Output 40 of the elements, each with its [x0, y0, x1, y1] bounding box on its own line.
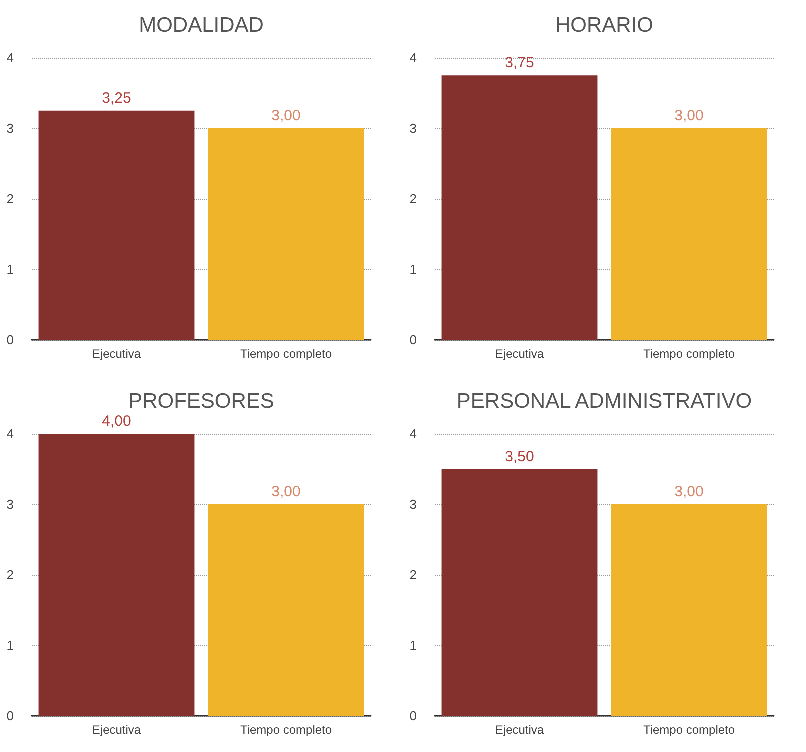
y-tick-label: 0 [6, 332, 14, 348]
y-tick-label: 2 [410, 568, 417, 582]
data-label: 3,00 [674, 108, 704, 124]
x-tick-label: Tiempo completo [643, 723, 736, 737]
y-tick-label: 3 [6, 121, 14, 136]
y-tick-label: 1 [6, 262, 14, 277]
y-tick-label: 4 [6, 50, 14, 66]
y-tick-label: 4 [410, 50, 417, 66]
y-tick-label: 1 [410, 262, 417, 277]
x-tick-label: Tiempo completo [643, 347, 736, 361]
x-tick-label: Ejecutiva [495, 723, 544, 737]
y-tick-label: 2 [410, 192, 417, 206]
data-label: 3,00 [272, 484, 301, 500]
chart-title: PROFESORES [128, 390, 274, 413]
x-tick-label: Ejecutiva [92, 347, 142, 361]
data-label: 3,00 [272, 108, 301, 124]
y-tick-label: 4 [6, 426, 14, 442]
x-tick-label: Ejecutiva [495, 347, 544, 361]
y-tick-label: 1 [410, 638, 417, 653]
y-tick-label: 3 [410, 121, 417, 136]
y-tick-label: 3 [6, 497, 14, 512]
chart-title: PERSONAL ADMINISTRATIVO [456, 390, 752, 413]
y-tick-label: 0 [410, 332, 417, 348]
chart-title: HORARIO [555, 14, 654, 37]
y-tick-label: 3 [410, 497, 417, 512]
y-tick-label: 0 [6, 708, 14, 724]
x-tick-label: Tiempo completo [240, 723, 332, 737]
y-tick-label: 2 [6, 192, 14, 206]
data-label: 3,00 [674, 484, 704, 500]
y-tick-label: 4 [410, 426, 417, 442]
y-tick-label: 2 [6, 568, 14, 582]
y-tick-label: 0 [410, 708, 417, 724]
data-label: 3,50 [505, 448, 534, 466]
x-tick-label: Tiempo completo [240, 347, 332, 361]
x-tick-label: Ejecutiva [92, 723, 142, 737]
data-label: 3,75 [505, 54, 534, 72]
y-tick-label: 1 [6, 638, 14, 653]
data-label: 3,25 [102, 90, 132, 107]
data-label: 4,00 [102, 413, 132, 430]
chart-title: MODALIDAD [139, 14, 264, 37]
